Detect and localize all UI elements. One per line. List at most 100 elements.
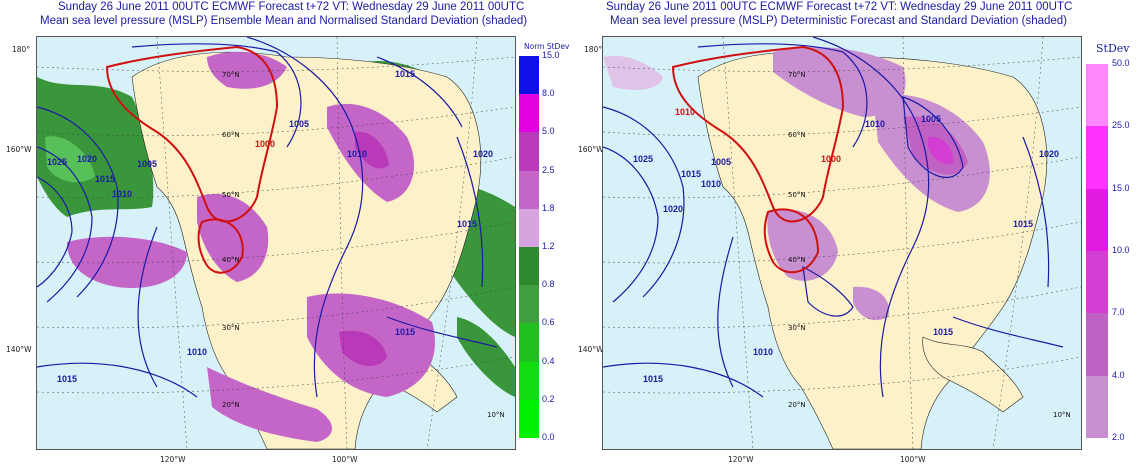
legend-tick-label: 15.0: [1112, 182, 1130, 193]
legend-tick-label: 5.0: [542, 126, 555, 137]
very-high-spread-area-gulf: [339, 330, 387, 367]
parallel-label-30n: 30°N: [222, 324, 240, 332]
isobar-label-7: 1010: [701, 179, 721, 189]
isobar-label-11: 1020: [473, 149, 493, 159]
isobars: [37, 37, 498, 398]
meridian-label-120w: 120°W: [160, 455, 186, 464]
legend-swatch: [1086, 188, 1108, 251]
spread-area-hudson-peak: [928, 136, 954, 164]
spread-area-plains: [853, 286, 889, 321]
deterministic-map-svg: 1010 1000 1005 1025 1020 1015 1010 1005 …: [603, 37, 1081, 449]
isobar-label-13: 1015: [57, 374, 77, 384]
legend-tick-label: 25.0: [1112, 120, 1130, 131]
isobar-label-2: 1000: [821, 154, 841, 164]
legend-tick-label: 1.8: [542, 202, 555, 213]
parallel-label-50n: 50°N: [222, 191, 240, 199]
isobar-label-5: 1025: [47, 157, 67, 167]
legend-tick-label: 10.0: [1112, 245, 1130, 255]
isobar-label-9: 1010: [865, 119, 885, 129]
legend-tick-label: 0.8: [542, 279, 555, 290]
ensemble-panel: Sunday 26 June 2011 00UTC ECMWF Forecast…: [6, 1, 570, 464]
legend-swatch: [1086, 64, 1108, 127]
legend-tick-label: 8.0: [542, 88, 555, 99]
isobar-label-1: 1015: [395, 69, 415, 79]
legend-tick-label: 4.0: [1112, 369, 1125, 380]
isobar-label-8: 1010: [112, 189, 132, 199]
legend-title: StDev: [1096, 42, 1130, 55]
isobar-label-13: 1010: [753, 347, 773, 357]
legend-tick-label: 0.4: [542, 355, 555, 366]
isobar-label-4: 1000: [255, 139, 275, 149]
spread-area-bering: [603, 55, 663, 90]
meridian-label-140w: 140°W: [6, 345, 32, 354]
parallel-label-70n: 70°N: [222, 71, 240, 79]
legend-swatch: [519, 94, 539, 133]
legend-tick-label: 50.0: [1112, 58, 1130, 68]
legend-swatch: [519, 361, 539, 400]
isobar-label-10: 1015: [1013, 219, 1033, 229]
meridian-label-100w: 100°W: [332, 455, 358, 464]
parallel-label-40n: 40°N: [222, 256, 240, 264]
meridian-label-100w: 100°W: [900, 455, 926, 464]
legend-swatch: [519, 208, 539, 247]
legend-swatch: [519, 323, 539, 362]
parallel-label-40n: 40°N: [788, 256, 806, 264]
panel-title-line2: Mean sea level pressure (MSLP) Ensemble …: [40, 15, 528, 27]
legend-swatch: [519, 399, 539, 438]
low-spread-area-atlantic-south: [457, 317, 515, 397]
parallel-label-20n: 20°N: [222, 401, 240, 409]
high-spread-area-mexico-coast: [207, 367, 332, 442]
low-spread-area-pacific: [37, 77, 154, 217]
isobar-label-12: 1015: [933, 327, 953, 337]
isobar-label-6: 1015: [681, 169, 701, 179]
isobars: [603, 37, 1064, 398]
legend-tick-label: 0.2: [542, 393, 555, 404]
isobar-label-7: 1015: [95, 174, 115, 184]
deterministic-map: 1010 1000 1005 1025 1020 1015 1010 1005 …: [602, 36, 1082, 450]
panel-title-line1: Sunday 26 June 2011 00UTC ECMWF Forecast…: [606, 1, 1073, 13]
legend-tick-label: 0.6: [542, 317, 555, 328]
isobar-label-12: 1010: [187, 347, 207, 357]
spread-area-rockies: [767, 209, 838, 281]
isobar-label-14: 1015: [395, 327, 415, 337]
meridian-label-180: 180°: [12, 45, 31, 54]
legend-title: Norm StDev: [524, 42, 570, 51]
high-spread-area-rockies: [197, 193, 269, 282]
caribbean-land: [922, 336, 1024, 413]
deterministic-legend: [1086, 64, 1108, 438]
meridian-label-160w: 160°W: [6, 145, 32, 154]
isobar-label-1: 1010: [675, 107, 695, 117]
isobar-label-14: 1015: [643, 374, 663, 384]
isobar-label-11: 1020: [1039, 149, 1059, 159]
legend-swatch: [1086, 375, 1108, 438]
isobar-label-8: 1005: [711, 157, 731, 167]
parallel-label-60n: 60°N: [788, 131, 806, 139]
parallel-label-60n: 60°N: [222, 131, 240, 139]
legend-tick-label: 2.5: [542, 164, 555, 175]
legend-tick-label: 7.0: [1112, 307, 1125, 318]
isobar-label-3: 1005: [921, 114, 941, 124]
panel-title-line1: Sunday 26 June 2011 00UTC ECMWF Forecast…: [58, 1, 525, 13]
legend-tick-label: 15.0: [542, 50, 560, 60]
parallel-label-50n: 50°N: [788, 191, 806, 199]
isobar-label-10: 1015: [457, 219, 477, 229]
meridian-label-120w: 120°W: [728, 455, 754, 464]
low-spread-area-pacific-inner: [45, 136, 95, 183]
isobar-label-4: 1025: [633, 154, 653, 164]
parallel-label-10n: 10°N: [1053, 411, 1071, 419]
parallel-label-70n: 70°N: [788, 71, 806, 79]
ensemble-map: 1015 1005 1010 1000 1025 1020 1015 1010 …: [36, 36, 516, 450]
legend-swatch: [519, 56, 539, 95]
legend-tick-label: 2.0: [1112, 432, 1125, 442]
isobar-label-5: 1020: [663, 204, 683, 214]
isobar-label-3: 1010: [347, 149, 367, 159]
legend-tick-label: 0.0: [542, 432, 555, 442]
legend-swatch: [519, 247, 539, 286]
isobar-label-2: 1005: [289, 119, 309, 129]
ensemble-legend: [519, 56, 539, 438]
parallel-label-10n: 10°N: [487, 411, 505, 419]
low-pressure-isobars: [105, 45, 279, 274]
very-high-spread-area-hudson: [355, 131, 389, 169]
high-spread-area-alaska: [207, 51, 287, 89]
deterministic-panel: Sunday 26 June 2011 00UTC ECMWF Forecast…: [570, 0, 1139, 468]
